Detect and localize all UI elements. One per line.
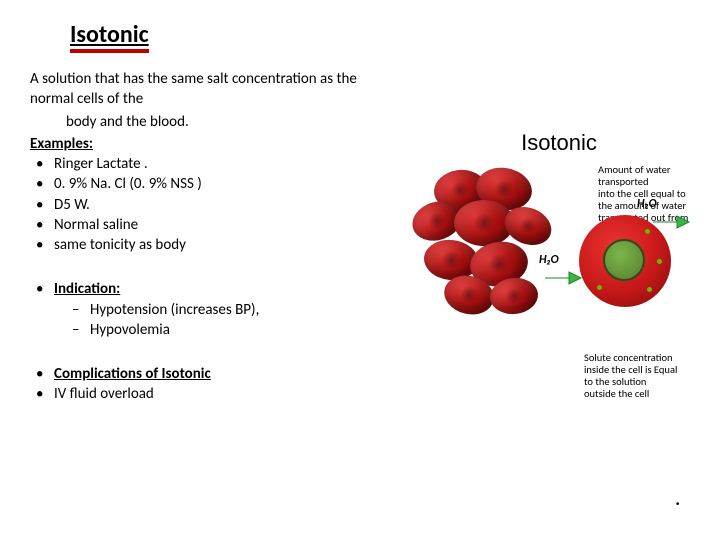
- complications-heading: Complications of Isotonic: [54, 365, 211, 383]
- indication-block: Indication: Hypotension (increases BP), …: [30, 279, 390, 340]
- diagram-row: H₂O H₂O: [404, 160, 714, 325]
- caption-line: outside the cell: [584, 387, 649, 400]
- arrow-in-icon: [543, 269, 583, 287]
- list-item: IV fluid overload: [32, 384, 390, 404]
- slide-title: Isotonic: [70, 20, 149, 53]
- cell-nucleus-icon: [603, 239, 645, 281]
- list-item: D5 W.: [32, 195, 390, 215]
- list-item: Ringer Lactate .: [32, 154, 390, 174]
- caption-line: to the solution: [584, 375, 646, 388]
- trailing-period: .: [675, 488, 680, 510]
- list-item: Indication: Hypotension (increases BP), …: [32, 279, 390, 340]
- rbc-cluster: [404, 160, 554, 325]
- list-item: same tonicity as body: [32, 235, 390, 255]
- solute-dot-icon: [657, 259, 662, 264]
- list-item: Hypovolemia: [72, 320, 390, 340]
- definition-line2: body and the blood.: [30, 112, 390, 132]
- solute-dot-icon: [647, 287, 652, 292]
- examples-list: Ringer Lactate . 0. 9% Na. Cl (0. 9% NSS…: [30, 154, 390, 255]
- indication-sublist: Hypotension (increases BP), Hypovolemia: [54, 300, 390, 341]
- examples-heading: Examples:: [30, 134, 390, 154]
- indication-heading: Indication:: [54, 280, 120, 298]
- diagram-caption-bottom: Solute concentration inside the cell is …: [584, 352, 714, 400]
- solute-dot-icon: [597, 285, 602, 290]
- isotonic-diagram: Isotonic Amount of water transported int…: [404, 130, 714, 390]
- h2o-label-side: H₂O: [539, 253, 559, 267]
- list-item: Normal saline: [32, 215, 390, 235]
- caption-line: inside the cell is Equal: [584, 363, 677, 376]
- caption-line: Solute concentration: [584, 351, 673, 364]
- h2o-label-top: H₂O: [637, 197, 657, 211]
- list-item: Complications of Isotonic: [32, 364, 390, 384]
- single-cell-icon: H₂O H₂O: [579, 215, 671, 307]
- complications-block: Complications of Isotonic IV fluid overl…: [30, 364, 390, 405]
- list-item: 0. 9% Na. Cl (0. 9% NSS ): [32, 174, 390, 194]
- list-item: Hypotension (increases BP),: [72, 300, 390, 320]
- definition-line1: A solution that has the same salt concen…: [30, 69, 390, 110]
- slide-container: Isotonic A solution that has the same sa…: [0, 0, 720, 540]
- diagram-title: Isotonic: [404, 130, 714, 156]
- arrow-out-icon: [651, 213, 691, 231]
- solute-dot-icon: [645, 229, 650, 234]
- content-block: A solution that has the same salt concen…: [30, 69, 390, 405]
